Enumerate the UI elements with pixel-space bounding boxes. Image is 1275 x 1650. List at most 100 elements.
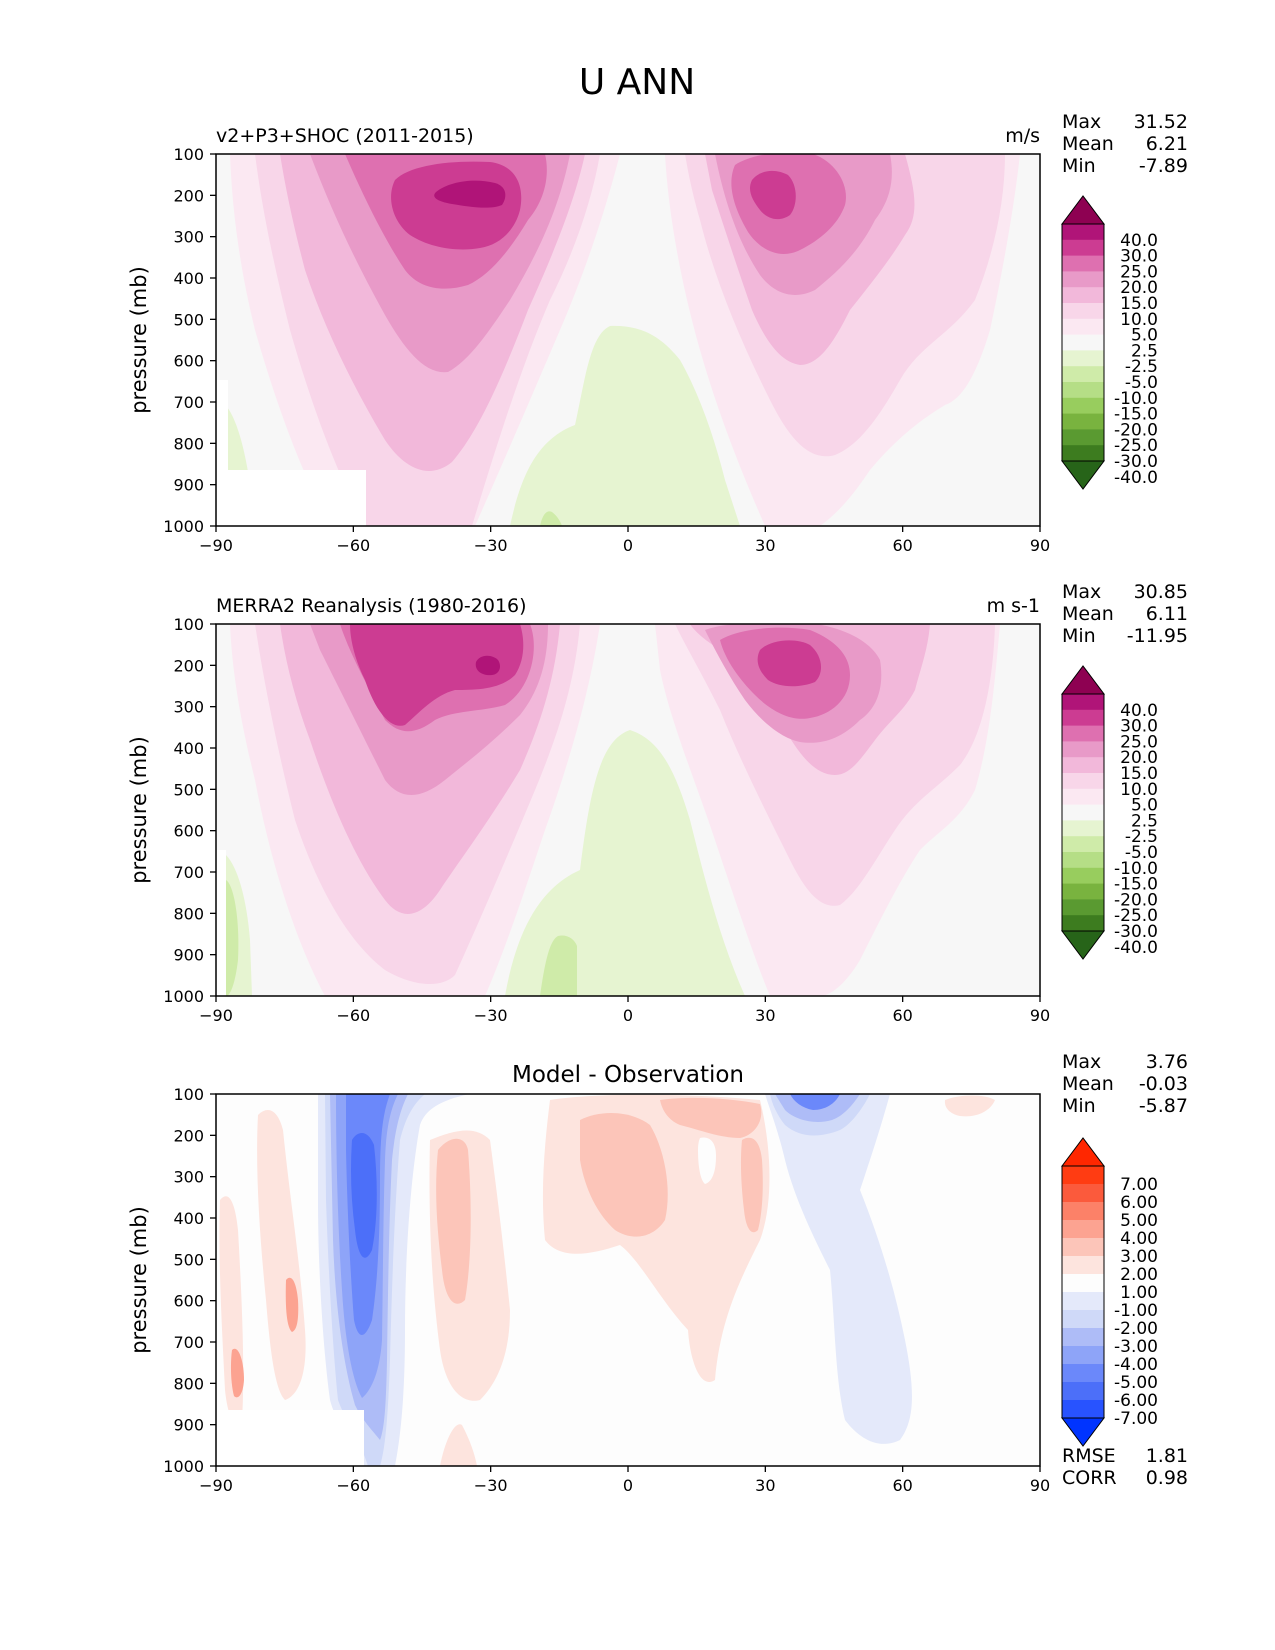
x-tick-label: 90 — [1030, 536, 1050, 555]
y-tick-label: 400 — [173, 1209, 204, 1228]
easterlies-level-7 — [505, 730, 745, 996]
rmse-corr: RMSE 1.81 CORR 0.98 — [1062, 1445, 1188, 1489]
x-tick-label: 30 — [755, 536, 775, 555]
colorbar-segment — [1062, 694, 1104, 711]
colorbar-segment — [1062, 741, 1104, 758]
y-tick-label: 200 — [173, 186, 204, 205]
colorbar-tick-label: 20.0 — [1120, 278, 1158, 298]
positive-level-9 — [944, 1095, 995, 1117]
colorbar-tick-label: -25.0 — [1114, 436, 1158, 456]
colorbar-tick-label: -2.00 — [1114, 1319, 1158, 1339]
stat-value-min: -5.87 — [1139, 1095, 1188, 1117]
polar-easterlies-level-6 — [226, 880, 239, 996]
y-tick-label: 900 — [173, 476, 204, 495]
colorbar-segment — [1062, 1274, 1104, 1293]
stat-label-max: Max — [1062, 581, 1101, 603]
negative-level-7 — [765, 1094, 912, 1444]
y-tick-label: 100 — [173, 145, 204, 164]
y-axis-label: pressure (mb) — [127, 1206, 151, 1354]
stat-label-mean: Mean — [1062, 133, 1114, 155]
x-tick-label: −30 — [474, 1006, 508, 1025]
panel-reference: −90 −60 −30 0 30 60 90 100 200 300 400 500 600 700 800… — [127, 581, 1188, 1025]
colorbar-segment — [1062, 1382, 1104, 1401]
contour-field-test — [216, 154, 1040, 526]
colorbar-segment — [1062, 836, 1104, 853]
colorbar-extend-top — [1061, 1137, 1105, 1167]
colorbar-tick-label: -5.0 — [1125, 843, 1158, 863]
colorbar-segment — [1062, 1202, 1104, 1221]
colorbar-tick-label: 3.00 — [1120, 1247, 1158, 1267]
colorbar-tick-label: 1.00 — [1120, 1283, 1158, 1303]
colorbar-segment — [1062, 445, 1104, 462]
stat-value-max: 30.85 — [1134, 581, 1188, 603]
colorbar-tick-label: -40.0 — [1114, 938, 1158, 958]
stat-label-mean: Mean — [1062, 1073, 1114, 1095]
stat-value-max: 3.76 — [1146, 1051, 1188, 1073]
positive-level-10 — [660, 1097, 762, 1138]
missing-data-region — [216, 470, 366, 526]
x-tick-label: 60 — [892, 536, 912, 555]
sh-jet-level-14 — [350, 624, 524, 726]
panel-subtitle: Model - Observation — [512, 1062, 744, 1088]
stat-label-min: Min — [1062, 1095, 1096, 1117]
stat-label-max: Max — [1062, 111, 1101, 133]
stat-value-min: -11.95 — [1127, 625, 1188, 647]
positive-level-11 — [230, 1348, 244, 1398]
y-tick-label: 100 — [173, 615, 204, 634]
colorbar-tick-label: -4.00 — [1114, 1355, 1158, 1375]
colorbar-segment — [1062, 1238, 1104, 1257]
colorbar-tick-label: -20.0 — [1114, 890, 1158, 910]
corr-value: 0.98 — [1146, 1467, 1188, 1489]
y-tick-label: 500 — [173, 780, 204, 799]
colorbar-tick-label: -7.00 — [1114, 1409, 1158, 1429]
colorbar-tick-label: 2.5 — [1131, 341, 1158, 361]
stat-label-mean: Mean — [1062, 603, 1114, 625]
contour-field-difference — [216, 1094, 1040, 1466]
colorbar-tick-label: 10.0 — [1120, 780, 1158, 800]
colorbar-segment — [1062, 852, 1104, 869]
y-tick-label: 1000 — [163, 517, 204, 536]
colorbar-tick-label: -2.5 — [1125, 357, 1158, 377]
x-tick-label: 0 — [623, 1476, 633, 1495]
colorbar-segment — [1062, 1220, 1104, 1239]
y-axis-label: pressure (mb) — [127, 266, 151, 414]
stat-value-mean: -0.03 — [1139, 1073, 1188, 1095]
colorbar-tick-label: -5.00 — [1114, 1373, 1158, 1393]
colorbar-tick-label: -5.0 — [1125, 373, 1158, 393]
x-tick-label: 60 — [892, 1006, 912, 1025]
x-tick-label: 0 — [623, 1006, 633, 1025]
y-tick-label: 700 — [173, 393, 204, 412]
colorbar-segment — [1062, 224, 1104, 241]
colorbar-segment — [1062, 334, 1104, 351]
x-tick-label: −90 — [199, 1476, 233, 1495]
nh-jet-level-14 — [749, 170, 796, 220]
colorbar-tick-label: -30.0 — [1114, 922, 1158, 942]
panel-subtitle: MERRA2 Reanalysis (1980-2016) — [216, 595, 527, 617]
colorbar-segment — [1062, 899, 1104, 916]
x-tick-label: −60 — [336, 1476, 370, 1495]
stat-value-mean: 6.11 — [1146, 603, 1188, 625]
colorbar-tick-label: -2.5 — [1125, 827, 1158, 847]
colorbar-segment — [1062, 1328, 1104, 1347]
colorbar-tick-label: 10.0 — [1120, 310, 1158, 330]
stat-value-mean: 6.21 — [1146, 133, 1188, 155]
colorbar-segment — [1062, 788, 1104, 806]
y-tick-label: 100 — [173, 1085, 204, 1104]
colorbar-tick-label: 40.0 — [1120, 701, 1158, 721]
y-tick-label: 1000 — [163, 1457, 204, 1476]
colorbar-extend-top — [1061, 665, 1105, 695]
y-tick-label: 300 — [173, 228, 204, 247]
colorbar-extend-top — [1061, 195, 1105, 225]
corr-label: CORR — [1062, 1467, 1117, 1489]
colorbar-segment — [1062, 1256, 1104, 1275]
stat-label-min: Min — [1062, 155, 1096, 177]
colorbar-segment — [1062, 318, 1104, 336]
colorbar-test: 40.030.025.020.015.010.05.02.5-2.5-5.0-1… — [1061, 195, 1158, 490]
y-tick-label: 700 — [173, 863, 204, 882]
y-tick-label: 800 — [173, 434, 204, 453]
rmse-value: 1.81 — [1146, 1445, 1188, 1467]
colorbar-segment — [1062, 1310, 1104, 1329]
y-tick-label: 500 — [173, 310, 204, 329]
negative-level-3 — [790, 1094, 840, 1110]
missing-data-region — [216, 1410, 364, 1466]
